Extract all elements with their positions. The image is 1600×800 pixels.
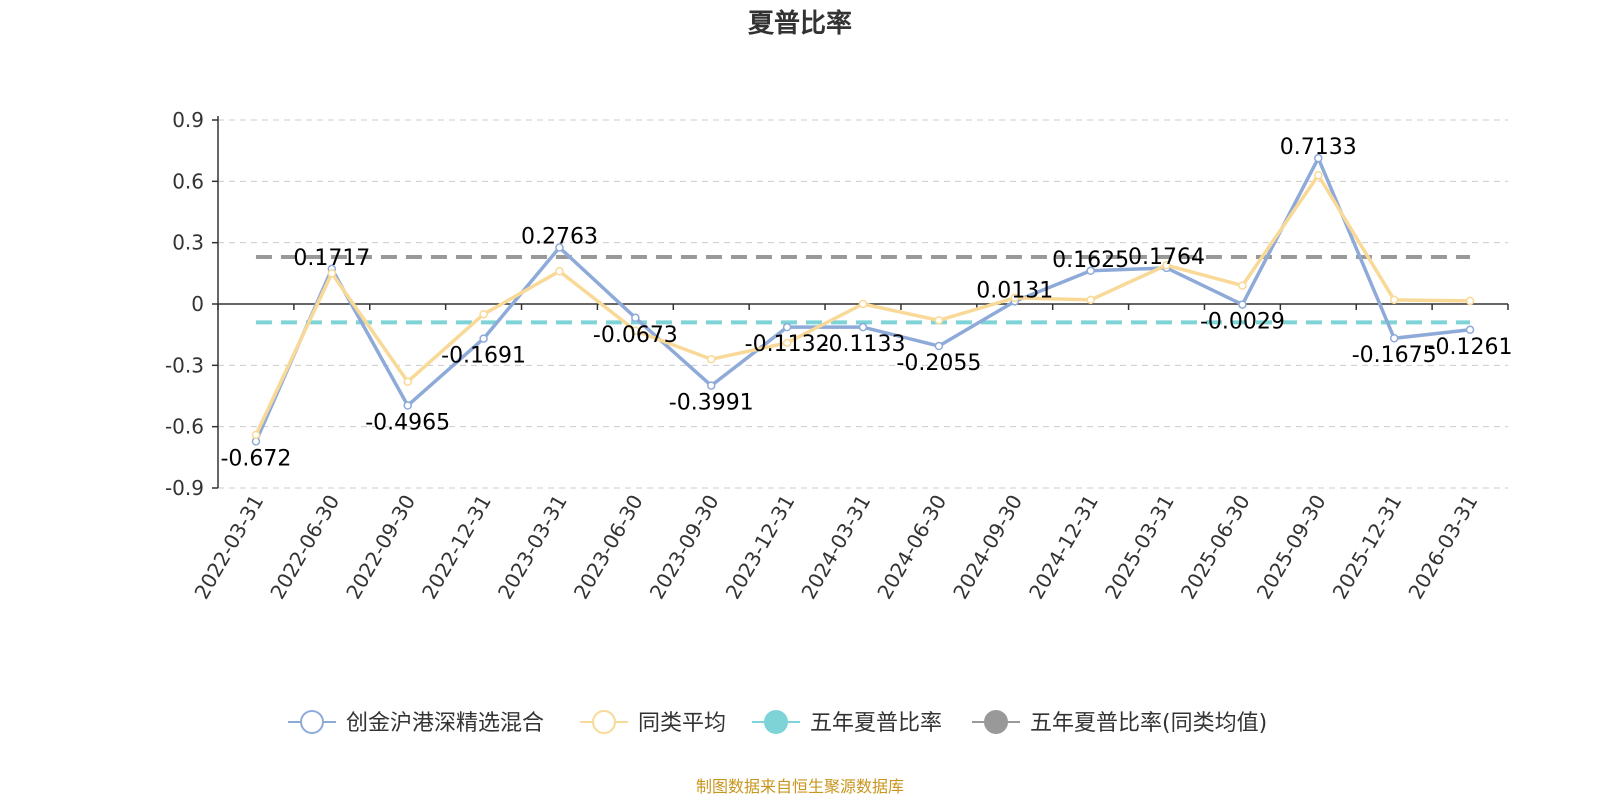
y-tick-label: -0.6 — [165, 415, 204, 439]
data-labels: -0.672 0.1717 -0.4965 -0.1691 0.2763 -0.0673 -… — [220, 135, 1512, 471]
data-point — [1010, 293, 1020, 303]
legend-label: 创金沪港深精选混合 — [346, 711, 544, 736]
data-point — [934, 316, 944, 325]
data-label: -0.4965 — [365, 411, 450, 436]
grid-lines — [218, 119, 1508, 489]
series-lines — [251, 153, 1475, 446]
x-tick-label: 2023-09-30 — [645, 491, 724, 604]
x-tick-label: 2024-12-31 — [1024, 491, 1103, 604]
legend: 创金沪港深精选混合 同类平均 五年夏普比率 五年夏普比率(同类均值) — [288, 710, 1267, 736]
y-tick-label: 0.3 — [172, 231, 204, 255]
legend-marker — [592, 710, 616, 734]
data-point — [1086, 266, 1095, 276]
data-label: -0.672 — [220, 446, 291, 471]
data-point — [1238, 300, 1247, 309]
data-point — [934, 341, 944, 351]
data-label: -0.1133 — [821, 332, 906, 357]
data-label: -0.0673 — [593, 323, 678, 348]
legend-label: 同类平均 — [638, 711, 726, 736]
data-label: 0.1764 — [1128, 245, 1205, 270]
data-point — [403, 401, 412, 410]
y-tick-label: 0.6 — [172, 169, 204, 193]
data-point — [631, 313, 640, 323]
data-point — [327, 269, 337, 278]
legend-marker — [764, 710, 788, 734]
data-label: -0.1691 — [441, 344, 526, 369]
data-label: 0.1625 — [1052, 248, 1129, 273]
data-point — [555, 267, 564, 276]
y-tick-label: -0.3 — [165, 353, 204, 377]
x-tick-label: 2023-03-31 — [493, 491, 572, 604]
x-tick-label: 2024-03-31 — [796, 491, 875, 604]
x-tick-label: 2025-09-30 — [1252, 491, 1331, 604]
data-point — [1389, 295, 1399, 305]
y-tick-label: 0 — [191, 292, 204, 316]
data-point — [403, 377, 412, 386]
data-point — [555, 243, 564, 252]
y-tick-label: 0.9 — [172, 108, 204, 132]
source-note: 制图数据来自恒生聚源数据库 — [696, 777, 904, 796]
data-point — [782, 322, 792, 332]
data-point — [1162, 260, 1171, 270]
x-tick-label: 2025-03-31 — [1100, 491, 1179, 604]
data-label: 0.0131 — [976, 278, 1053, 303]
x-tick-label: 2025-12-31 — [1328, 491, 1407, 604]
data-point — [858, 322, 868, 332]
data-label: 0.7133 — [1280, 135, 1357, 160]
x-tick-label: 2023-06-30 — [569, 491, 648, 604]
x-tick-label: 2022-03-31 — [189, 491, 268, 604]
x-tick-label: 2024-06-30 — [872, 491, 951, 604]
data-point — [706, 354, 716, 364]
data-point — [706, 381, 716, 390]
data-point — [782, 338, 792, 348]
x-tick-label: 2022-12-31 — [417, 491, 496, 604]
legend-label: 五年夏普比率 — [810, 711, 942, 736]
data-point — [1086, 295, 1095, 305]
data-label: 0.1717 — [293, 246, 370, 271]
data-point — [251, 430, 261, 440]
data-label: -0.3991 — [669, 391, 754, 416]
legend-marker — [984, 710, 1008, 734]
data-point — [479, 334, 488, 343]
x-tick-label: 2023-12-31 — [721, 491, 800, 604]
legend-marker — [300, 710, 324, 734]
x-tick-label: 2022-09-30 — [341, 491, 420, 604]
reference-lines — [255, 254, 1471, 325]
x-tick-label: 2024-09-30 — [948, 490, 1027, 603]
x-tick-label: 2026-03-31 — [1403, 491, 1482, 604]
data-label: 0.2763 — [521, 225, 598, 250]
data-point — [631, 326, 640, 335]
y-tick-label: -0.9 — [165, 476, 204, 500]
data-label: -0.2055 — [896, 351, 981, 376]
chart-title: 夏普比率 — [748, 8, 852, 39]
data-point — [1465, 325, 1475, 335]
legend-label: 五年夏普比率(同类均值) — [1030, 711, 1267, 736]
data-point — [858, 299, 868, 309]
x-tick-label: 2025-06-30 — [1176, 491, 1255, 604]
data-point — [1238, 281, 1247, 290]
data-point — [1314, 153, 1323, 163]
data-point — [1465, 296, 1475, 306]
data-label: -0.0029 — [1200, 310, 1285, 335]
data-label: -0.1132 — [745, 332, 830, 357]
data-point — [1389, 333, 1399, 343]
data-point — [1314, 170, 1323, 180]
x-tick-label: 2022-06-30 — [265, 491, 344, 604]
data-point — [479, 309, 488, 319]
data-label: -0.1261 — [1428, 335, 1513, 360]
data-label: -0.1675 — [1352, 343, 1437, 368]
